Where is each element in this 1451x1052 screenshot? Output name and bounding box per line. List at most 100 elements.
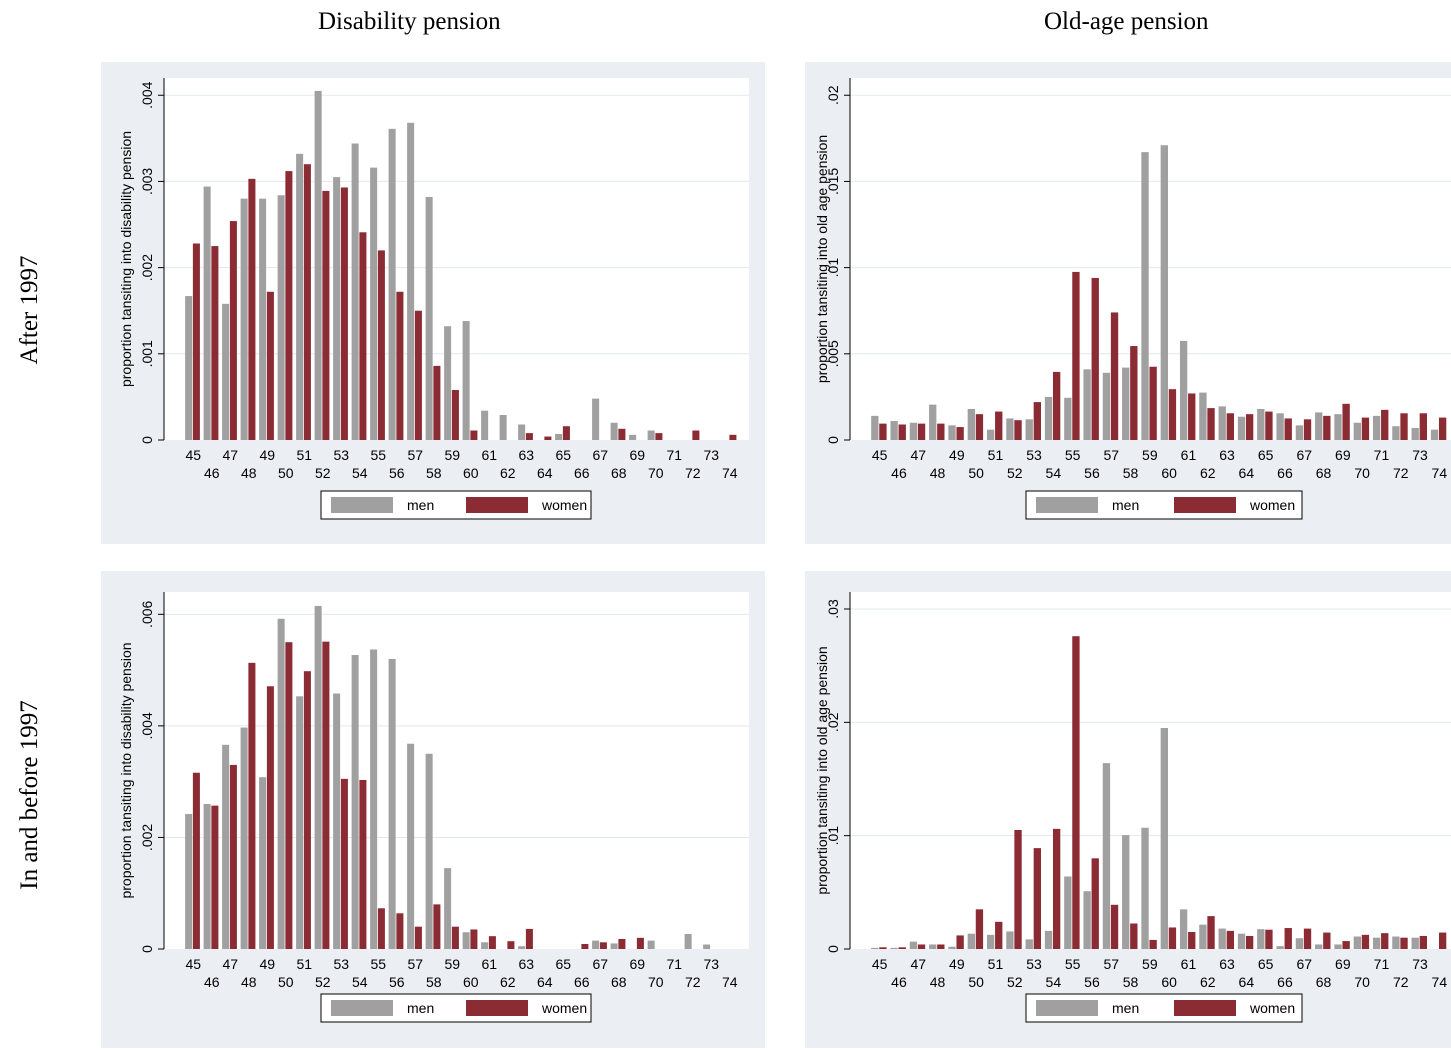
bar-women-47 <box>917 944 926 949</box>
bar-men-65 <box>1257 408 1265 440</box>
x-tick-label: 49 <box>259 447 275 463</box>
bar-men-67 <box>1295 938 1304 949</box>
x-tick-label: 61 <box>1181 956 1197 972</box>
bar-women-55 <box>377 250 385 440</box>
x-tick-label: 67 <box>1296 447 1312 463</box>
bar-women-54 <box>1052 828 1061 949</box>
bar-women-51 <box>995 411 1003 440</box>
bar-women-59 <box>1149 366 1157 440</box>
x-tick-label: 59 <box>1142 956 1158 972</box>
x-tick-label: 72 <box>1393 465 1409 481</box>
bar-men-73 <box>703 944 711 949</box>
bar-women-55 <box>1072 271 1080 440</box>
bar-men-72 <box>684 933 692 949</box>
x-tick-label: 53 <box>333 447 349 463</box>
bar-men-58 <box>1122 835 1130 949</box>
legend-swatch-men <box>331 497 393 513</box>
bar-women-62 <box>1207 916 1215 949</box>
bar-men-60 <box>1160 145 1168 440</box>
bar-men-46 <box>203 186 211 440</box>
bar-men-68 <box>610 422 618 440</box>
bar-women-48 <box>248 178 256 440</box>
bar-men-72 <box>1392 426 1400 440</box>
x-tick-label: 46 <box>891 974 907 990</box>
bar-women-46 <box>898 424 906 440</box>
x-tick-label: 52 <box>1007 974 1023 990</box>
legend-swatch-men <box>1036 1000 1098 1016</box>
y-tick-label: 0 <box>825 436 841 444</box>
x-tick-label: 50 <box>278 974 294 990</box>
bar-women-72 <box>692 430 700 440</box>
x-tick-label: 74 <box>1432 974 1448 990</box>
bar-men-48 <box>929 944 937 949</box>
x-tick-label: 49 <box>259 956 275 972</box>
bar-women-59 <box>451 390 459 440</box>
x-tick-label: 56 <box>389 974 405 990</box>
x-tick-label: 52 <box>1007 465 1023 481</box>
bar-women-60 <box>1168 927 1177 949</box>
x-tick-label: 52 <box>315 465 331 481</box>
bar-women-53 <box>340 187 348 440</box>
bar-men-67 <box>1295 425 1304 440</box>
x-tick-label: 59 <box>1142 447 1158 463</box>
x-tick-label: 73 <box>1412 447 1428 463</box>
bar-women-61 <box>1188 932 1196 949</box>
y-tick-label: .03 <box>825 599 841 619</box>
y-tick-label: .002 <box>139 824 155 851</box>
x-tick-label: 45 <box>185 956 201 972</box>
bar-women-55 <box>1072 636 1080 949</box>
chart-disability-after-1997: 0 .001 .002 .003 .004 proportion tansiting in… <box>118 78 749 520</box>
y-tick-label: .01 <box>825 258 841 278</box>
x-tick-label: 69 <box>629 956 645 972</box>
legend: men women <box>1025 490 1303 520</box>
bar-women-68 <box>618 428 626 440</box>
bar-women-71 <box>1381 409 1389 440</box>
bar-men-49 <box>948 946 956 949</box>
x-tick-label: 74 <box>1432 465 1448 481</box>
bar-men-56 <box>388 128 396 440</box>
x-tick-label: 66 <box>1277 974 1293 990</box>
bar-women-59 <box>451 926 459 949</box>
bar-men-61 <box>481 942 489 949</box>
x-tick-label: 61 <box>481 447 497 463</box>
x-tick-label: 68 <box>1316 974 1332 990</box>
bar-women-62 <box>1207 408 1215 440</box>
bar-men-53 <box>333 177 341 440</box>
bar-men-61 <box>481 410 489 440</box>
y-tick-label: .01 <box>825 826 841 846</box>
x-tick-label: 47 <box>910 956 926 972</box>
x-tick-label: 62 <box>1200 974 1216 990</box>
y-tick-label: .02 <box>825 85 841 105</box>
bar-men-50 <box>967 933 975 949</box>
x-tick-label: 67 <box>592 956 608 972</box>
y-axis-label: proportion tansiting into disability pen… <box>118 131 134 387</box>
bar-women-46 <box>211 805 219 949</box>
bar-men-62 <box>499 415 507 440</box>
bar-women-64 <box>1245 414 1254 440</box>
bar-women-63 <box>1226 413 1234 440</box>
bar-men-65 <box>1257 929 1265 949</box>
x-tick-label: 74 <box>722 974 738 990</box>
bar-men-51 <box>296 153 304 440</box>
bar-women-66 <box>1284 418 1292 440</box>
x-tick-label: 71 <box>666 956 682 972</box>
bar-men-51 <box>986 429 995 440</box>
bar-men-52 <box>1006 931 1014 949</box>
bar-women-47 <box>229 764 237 949</box>
x-tick-label: 60 <box>463 465 479 481</box>
bar-men-47 <box>222 303 230 440</box>
y-axis-label: proportion tansiting into old age pensio… <box>814 135 830 383</box>
legend-swatch-women <box>466 1000 528 1016</box>
bar-women-67 <box>599 942 607 949</box>
bar-women-57 <box>1110 312 1119 440</box>
x-tick-label: 72 <box>685 465 701 481</box>
x-tick-label: 58 <box>426 974 442 990</box>
bar-women-70 <box>1361 417 1370 440</box>
bar-men-60 <box>462 932 470 949</box>
bar-men-50 <box>277 195 285 440</box>
bar-women-54 <box>359 232 367 440</box>
x-tick-label: 54 <box>1046 465 1062 481</box>
bar-women-59 <box>1149 939 1157 949</box>
bar-women-58 <box>1130 923 1138 949</box>
x-tick-label: 66 <box>574 974 590 990</box>
